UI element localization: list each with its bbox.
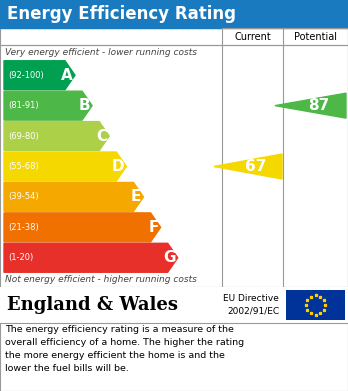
- Text: A: A: [61, 68, 73, 83]
- Polygon shape: [214, 154, 282, 179]
- Text: The energy efficiency rating is a measure of the
overall efficiency of a home. T: The energy efficiency rating is a measur…: [5, 325, 244, 373]
- Polygon shape: [4, 152, 126, 181]
- Polygon shape: [4, 91, 92, 120]
- Polygon shape: [4, 243, 178, 272]
- Text: D: D: [112, 159, 124, 174]
- Polygon shape: [275, 93, 346, 118]
- Text: 67: 67: [245, 159, 267, 174]
- Bar: [0, 287, 348, 323]
- Text: F: F: [148, 220, 159, 235]
- Text: EU Directive
2002/91/EC: EU Directive 2002/91/EC: [223, 294, 279, 316]
- Bar: [286, 290, 345, 320]
- Text: (69-80): (69-80): [8, 131, 39, 141]
- Polygon shape: [4, 61, 75, 90]
- Text: (55-68): (55-68): [8, 162, 39, 171]
- Text: 87: 87: [308, 98, 329, 113]
- Polygon shape: [4, 122, 109, 151]
- Text: England & Wales: England & Wales: [7, 296, 178, 314]
- Text: Potential: Potential: [294, 32, 337, 41]
- Text: B: B: [79, 98, 90, 113]
- Text: Not energy efficient - higher running costs: Not energy efficient - higher running co…: [5, 276, 197, 285]
- Text: (21-38): (21-38): [8, 223, 39, 232]
- Text: (1-20): (1-20): [8, 253, 33, 262]
- Polygon shape: [4, 183, 143, 212]
- Text: G: G: [163, 250, 176, 265]
- Text: E: E: [131, 189, 142, 204]
- Text: Very energy efficient - lower running costs: Very energy efficient - lower running co…: [5, 48, 197, 57]
- Bar: [0, 0, 348, 28]
- Text: (92-100): (92-100): [8, 71, 44, 80]
- Text: Current: Current: [234, 32, 271, 41]
- Text: (39-54): (39-54): [8, 192, 39, 201]
- Text: (81-91): (81-91): [8, 101, 39, 110]
- Text: Energy Efficiency Rating: Energy Efficiency Rating: [7, 5, 236, 23]
- Text: C: C: [96, 129, 107, 143]
- Polygon shape: [4, 213, 160, 242]
